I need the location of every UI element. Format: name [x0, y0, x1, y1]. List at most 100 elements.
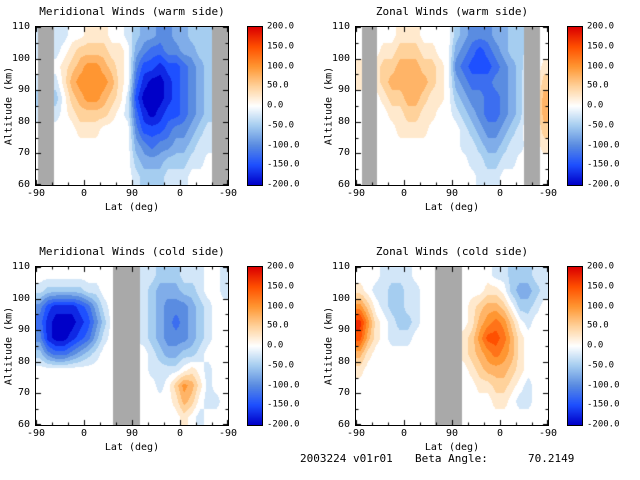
x-axis-label: Lat (deg) — [104, 442, 160, 453]
colorbar-tick-label: -200.0 — [267, 179, 300, 190]
y-tick-label: 60 — [17, 419, 30, 430]
colorbar-canvas — [568, 27, 582, 185]
y-tick-label: 90 — [337, 324, 350, 336]
colorbar-tick-label: -50.0 — [587, 120, 615, 131]
colorbar-tick-label: -150.0 — [587, 159, 620, 170]
plot-frame — [35, 26, 229, 186]
y-tick-label: 100 — [11, 292, 30, 304]
x-tick-label: -90 — [346, 188, 366, 199]
colorbar-tick-label: 50.0 — [267, 80, 289, 91]
y-tick-label: 80 — [337, 115, 350, 127]
colorbar-ticks: 200.0 150.0 100.0 50.0 0.0 -50.0 -100.0 … — [587, 262, 637, 429]
beta-angle-value: 70.2149 — [528, 452, 575, 465]
colorbar-tick-label: -100.0 — [267, 380, 300, 390]
colorbar-tick-label: 0.0 — [267, 100, 284, 111]
y-tick-label: 110 — [331, 261, 350, 272]
colorbar-canvas — [248, 267, 262, 425]
plot-frame — [355, 266, 549, 426]
colorbar-tick-label: 150.0 — [587, 41, 615, 52]
x-tick-label: 0 — [400, 428, 408, 439]
y-tick-label: 80 — [337, 355, 350, 367]
colorbar-frame — [247, 26, 263, 186]
colorbar-tick-label: 150.0 — [267, 41, 295, 52]
panel-title: Zonal Winds (warm side) — [375, 5, 529, 18]
y-tick-label: 80 — [17, 115, 30, 127]
y-tick-label: 60 — [17, 179, 30, 190]
panel-title: Zonal Winds (cold side) — [375, 245, 529, 258]
y-tick-label: 110 — [331, 21, 350, 32]
x-tick-label: 90 — [125, 428, 139, 439]
colorbar-canvas — [248, 27, 262, 185]
panel-meridional-winds-warm-side: Meridional Winds (warm side) Altitude (k… — [0, 0, 320, 240]
colorbar-tick-label: -100.0 — [267, 140, 300, 150]
x-tick-label: 0 — [496, 428, 504, 439]
contour-plot-canvas — [356, 27, 548, 185]
panel-zonal-winds-warm-side: Zonal Winds (warm side) Altitude (km) 11… — [320, 0, 640, 240]
x-tick-label: 0 — [80, 428, 88, 439]
y-tick-label: 70 — [17, 387, 30, 399]
colorbar-tick-label: -200.0 — [587, 179, 620, 190]
x-axis-ticks: -90 0 90 0 -90 — [27, 428, 237, 441]
colorbar-ticks: 200.0 150.0 100.0 50.0 0.0 -50.0 -100.0 … — [267, 262, 317, 429]
x-axis-ticks: -90 0 90 0 -90 — [347, 188, 557, 201]
colorbar-frame — [567, 26, 583, 186]
y-tick-label: 100 — [331, 52, 350, 64]
y-tick-label: 70 — [337, 147, 350, 159]
y-tick-label: 100 — [11, 52, 30, 64]
x-tick-label: -90 — [538, 428, 558, 439]
x-tick-label: 0 — [176, 188, 184, 199]
colorbar-canvas — [568, 267, 582, 425]
contour-plot-canvas — [36, 27, 228, 185]
x-axis-label: Lat (deg) — [104, 202, 160, 213]
colorbar-tick-label: 50.0 — [267, 320, 289, 331]
x-tick-label: -90 — [218, 188, 238, 199]
colorbar-frame — [247, 266, 263, 426]
x-axis-label: Lat (deg) — [424, 442, 480, 453]
colorbar-tick-label: 200.0 — [267, 21, 295, 32]
colorbar-tick-label: 150.0 — [267, 281, 295, 292]
colorbar-tick-label: -150.0 — [267, 159, 300, 170]
y-tick-label: 70 — [337, 387, 350, 399]
colorbar-tick-label: -50.0 — [267, 360, 295, 371]
y-tick-label: 90 — [337, 84, 350, 96]
colorbar-tick-label: 50.0 — [587, 80, 609, 91]
x-tick-label: -90 — [218, 428, 238, 439]
x-tick-label: 0 — [496, 188, 504, 199]
y-tick-label: 100 — [331, 292, 350, 304]
beta-angle-label: Beta Angle: — [415, 452, 488, 465]
x-tick-label: -90 — [26, 188, 46, 199]
panel-zonal-winds-cold-side: Zonal Winds (cold side) Altitude (km) 11… — [320, 240, 640, 480]
colorbar-tick-label: -200.0 — [267, 419, 300, 430]
x-tick-label: 90 — [125, 188, 139, 199]
colorbar-frame — [567, 266, 583, 426]
y-tick-label: 110 — [11, 261, 30, 272]
y-tick-label: 70 — [17, 147, 30, 159]
x-tick-label: 0 — [176, 428, 184, 439]
plot-frame — [35, 266, 229, 426]
x-tick-label: -90 — [346, 428, 366, 439]
colorbar-tick-label: 100.0 — [267, 301, 295, 311]
x-tick-label: 0 — [400, 188, 408, 199]
y-tick-label: 60 — [337, 419, 350, 430]
x-axis-ticks: -90 0 90 0 -90 — [347, 428, 557, 441]
y-axis-ticks: 110 100 90 80 70 60 — [0, 262, 32, 430]
y-tick-label: 110 — [11, 21, 30, 32]
y-axis-ticks: 110 100 90 80 70 60 — [320, 22, 352, 190]
dataset-version-text: 2003224 v01r01 — [300, 452, 393, 465]
colorbar-tick-label: -100.0 — [587, 140, 620, 150]
x-axis-ticks: -90 0 90 0 -90 — [27, 188, 237, 201]
panel-title: Meridional Winds (cold side) — [39, 245, 225, 258]
y-tick-label: 80 — [17, 355, 30, 367]
colorbar-tick-label: 50.0 — [587, 320, 609, 331]
x-tick-label: 90 — [445, 188, 459, 199]
colorbar-tick-label: 200.0 — [587, 261, 615, 272]
contour-plot-canvas — [36, 267, 228, 425]
colorbar-tick-label: -200.0 — [587, 419, 620, 430]
colorbar-tick-label: 100.0 — [587, 61, 615, 71]
colorbar-tick-label: 200.0 — [587, 21, 615, 32]
y-tick-label: 60 — [337, 179, 350, 190]
colorbar-tick-label: 0.0 — [587, 100, 604, 111]
y-axis-ticks: 110 100 90 80 70 60 — [0, 22, 32, 190]
x-axis-label: Lat (deg) — [424, 202, 480, 213]
contour-plot-canvas — [356, 267, 548, 425]
